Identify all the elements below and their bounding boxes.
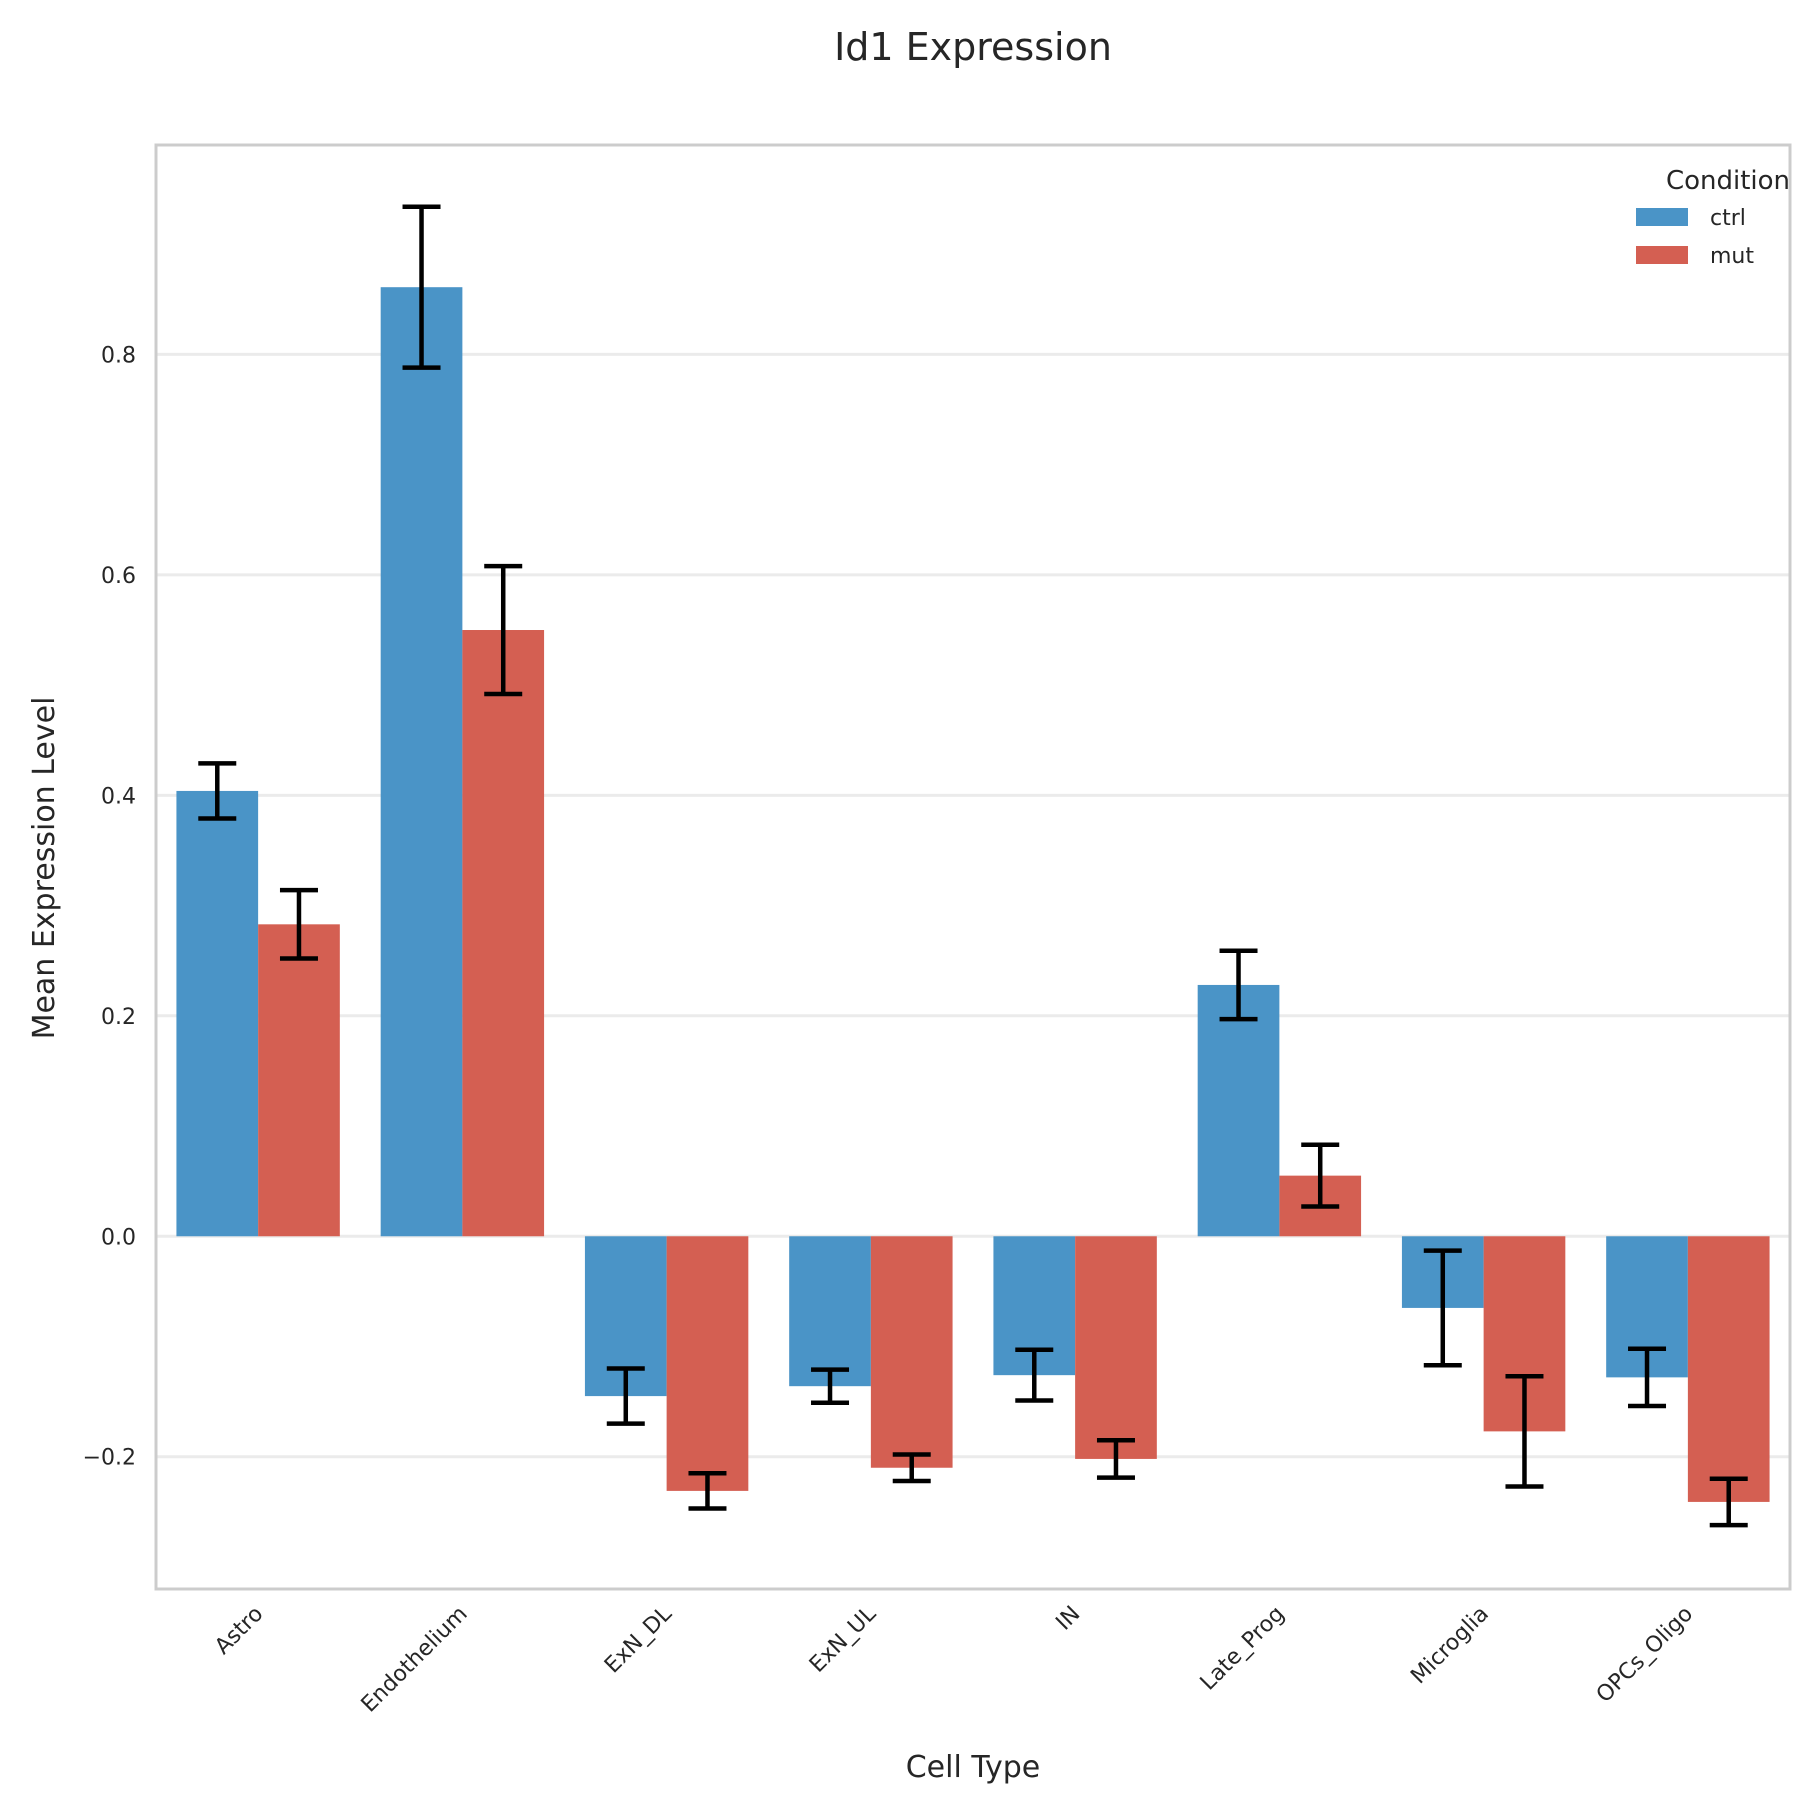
bar-ctrl-ExN_UL [789, 1236, 871, 1387]
bar-ctrl-Endothelium [380, 287, 463, 1237]
legend: Condition ctrl mut [1636, 166, 1790, 269]
y-tick-label: −0.2 [83, 1446, 136, 1471]
x-tick-label: Microglia [1406, 1602, 1494, 1690]
error-bar-mut-Late_Prog [1301, 1142, 1340, 1209]
y-tick-label: 0.2 [101, 1005, 136, 1030]
error-bar-mut-Endothelium [484, 563, 523, 697]
y-tick-label: 0.4 [101, 784, 136, 809]
legend-label-ctrl: ctrl [1710, 206, 1746, 231]
bar-mut-ExN_UL [870, 1236, 953, 1468]
x-tick-label: ExN_DL [600, 1601, 677, 1678]
bar-ctrl-Late_Prog [1197, 984, 1280, 1237]
bar-mut-Astro [258, 924, 340, 1237]
error-bar-ctrl-OPCs_Oligo [1628, 1346, 1667, 1409]
x-tick-label: ExN_UL [805, 1601, 882, 1678]
y-axis-label: Mean Expression Level [27, 697, 62, 1040]
x-tick-labels: Astro Endothelium ExN_DL ExN_UL IN Late_Prog M… [210, 1601, 1698, 1717]
chart-title: Id1 Expression [834, 25, 1112, 69]
error-bar-mut-ExN_DL [688, 1471, 727, 1511]
error-bar-ctrl-Endothelium [402, 204, 441, 370]
y-tick-label: 0.8 [101, 343, 136, 368]
error-bars-layer [198, 204, 1748, 1528]
error-bar-mut-Microglia [1505, 1374, 1544, 1489]
error-bar-ctrl-ExN_DL [606, 1366, 645, 1426]
bar-mut-IN [1075, 1236, 1157, 1459]
error-bar-ctrl-Late_Prog [1219, 948, 1258, 1022]
bar-mut-Endothelium [462, 630, 545, 1237]
x-tick-label: Astro [210, 1602, 268, 1660]
bar-ctrl-Astro [176, 790, 259, 1237]
x-tick-label: Endothelium [357, 1602, 473, 1718]
error-bar-mut-ExN_UL [892, 1452, 931, 1484]
bars-layer [176, 287, 1770, 1502]
error-bar-ctrl-Astro [198, 761, 237, 821]
bar-mut-ExN_DL [666, 1236, 749, 1491]
plot-frame [154, 143, 1792, 1591]
legend-items: ctrl mut [1636, 206, 1754, 269]
error-bar-mut-IN [1096, 1437, 1135, 1480]
bar-mut-OPCs_Oligo [1687, 1236, 1770, 1502]
legend-label-mut: mut [1710, 244, 1754, 269]
y-tick-labels: −0.2 0.0 0.2 0.4 0.6 0.8 [83, 343, 136, 1470]
x-tick-label: OPCs_Oligo [1592, 1602, 1698, 1708]
error-bar-ctrl-ExN_UL [811, 1367, 850, 1405]
legend-title: Condition [1666, 166, 1790, 196]
legend-swatch-ctrl [1636, 208, 1688, 226]
error-bar-mut-OPCs_Oligo [1709, 1476, 1748, 1528]
legend-swatch-mut [1636, 246, 1688, 264]
error-bar-ctrl-IN [1015, 1347, 1054, 1403]
error-bar-ctrl-Microglia [1423, 1248, 1462, 1368]
x-axis-label: Cell Type [906, 1750, 1041, 1785]
y-tick-label: 0.0 [101, 1225, 136, 1250]
x-tick-label: Late_Prog [1196, 1602, 1290, 1696]
y-tick-label: 0.6 [101, 564, 136, 589]
error-bar-mut-Astro [279, 887, 318, 961]
x-tick-label: IN [1051, 1602, 1085, 1636]
